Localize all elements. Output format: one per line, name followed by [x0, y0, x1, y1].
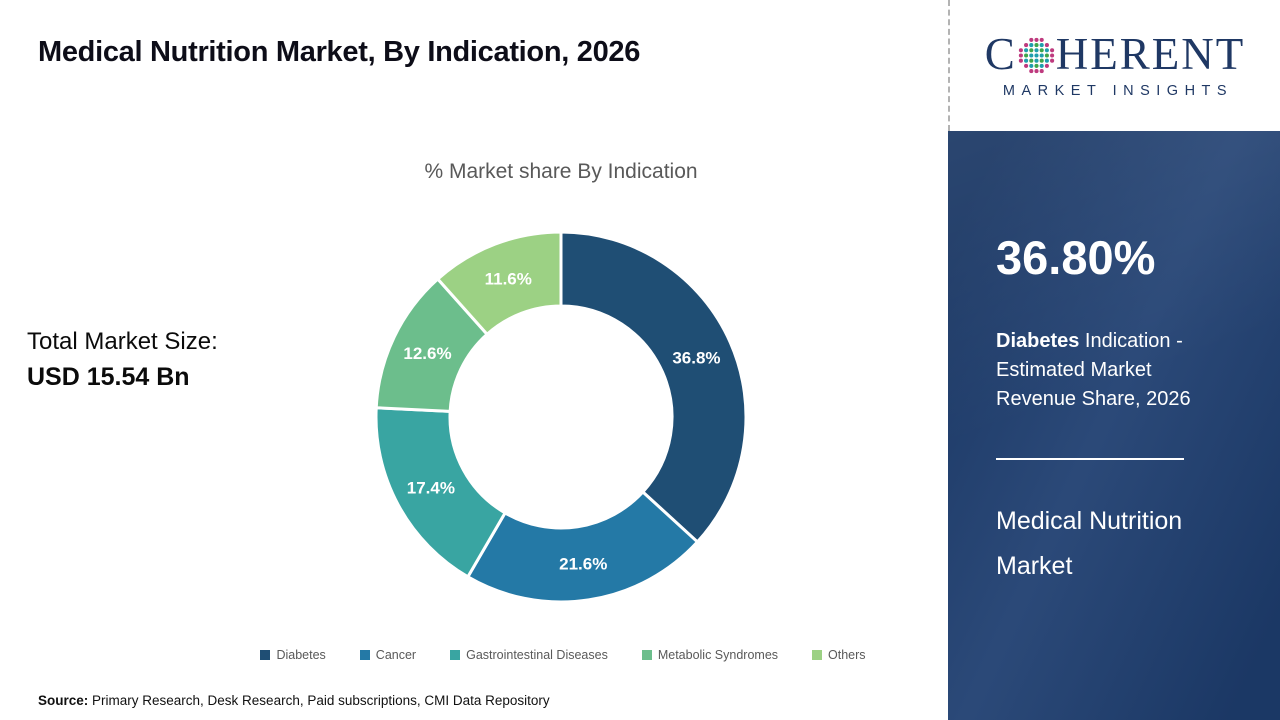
legend-item-cancer: Cancer — [359, 648, 417, 662]
legend-item-gastrointestinal-diseases: Gastrointestinal Diseases — [450, 648, 608, 662]
legend-label: Others — [828, 648, 866, 662]
legend-item-metabolic-syndromes: Metabolic Syndromes — [641, 648, 779, 662]
sidebar-stat-value: 36.80% — [996, 231, 1156, 284]
source-note: Source: Primary Research, Desk Research,… — [38, 693, 550, 708]
logo-letter-c: C — [984, 29, 1017, 79]
donut-slice-diabetes — [559, 230, 748, 544]
legend-swatch — [260, 650, 271, 660]
logo-letters-rest: HERENT — [1055, 29, 1246, 79]
logo-subtitle: MARKET INSIGHTS — [1002, 83, 1234, 99]
source-label: Source: — [38, 693, 89, 708]
logo: C HERENT MARKET INSIGHTS — [948, 0, 1280, 131]
sidebar: 36.80% Diabetes Indication - Estimated M… — [948, 131, 1280, 720]
legend-swatch — [641, 650, 652, 660]
total-market-size-value: USD 15.54 Bn — [27, 363, 190, 391]
donut-slice-others — [436, 230, 563, 336]
donut-data-label: 12.6% — [403, 344, 451, 363]
donut-data-label: 36.8% — [672, 348, 720, 367]
donut-data-label: 17.4% — [407, 478, 455, 497]
sidebar-stat-rest: Indication - Estimated Market Revenue Sh… — [996, 330, 1191, 410]
donut-slice-cancer — [466, 490, 699, 604]
legend-swatch — [450, 650, 461, 660]
legend-swatch — [359, 650, 370, 660]
main-panel: Medical Nutrition Market, By Indication,… — [27, 36, 866, 708]
legend-label: Metabolic Syndromes — [657, 648, 779, 662]
source-text: Primary Research, Desk Research, Paid su… — [88, 693, 550, 708]
total-market-size-label: Total Market Size: — [27, 328, 218, 355]
legend-item-diabetes: Diabetes — [260, 648, 326, 662]
dotted-globe-icon — [1018, 37, 1054, 74]
legend-label: Gastrointestinal Diseases — [466, 648, 608, 662]
sidebar-stat-description: Diabetes Indication - Estimated Market R… — [996, 327, 1216, 414]
legend-swatch — [812, 650, 823, 660]
total-market-size-block: Total Market Size: USD 15.54 Bn — [27, 328, 218, 392]
sidebar-market-name: Medical Nutrition Market — [996, 507, 1183, 580]
donut-data-label: 11.6% — [485, 270, 532, 289]
legend-label: Cancer — [375, 648, 417, 662]
logo-wordmark: C HERENT — [985, 32, 1246, 77]
sidebar-divider — [996, 458, 1184, 460]
donut-data-label: 21.6% — [559, 554, 607, 573]
legend-item-others: Others — [812, 648, 866, 662]
donut-chart: 36.8% 21.6% 17.4% 12.6% 11.6% — [374, 230, 748, 604]
chart-title: % Market share By Indication — [424, 160, 698, 183]
chart-legend: Diabetes Cancer Gastrointestinal Diseases M… — [120, 648, 1006, 662]
page-title: Medical Nutrition Market, By Indication,… — [38, 36, 641, 68]
sidebar-stat-segment: Diabetes — [996, 330, 1080, 352]
legend-label: Diabetes — [276, 648, 326, 662]
